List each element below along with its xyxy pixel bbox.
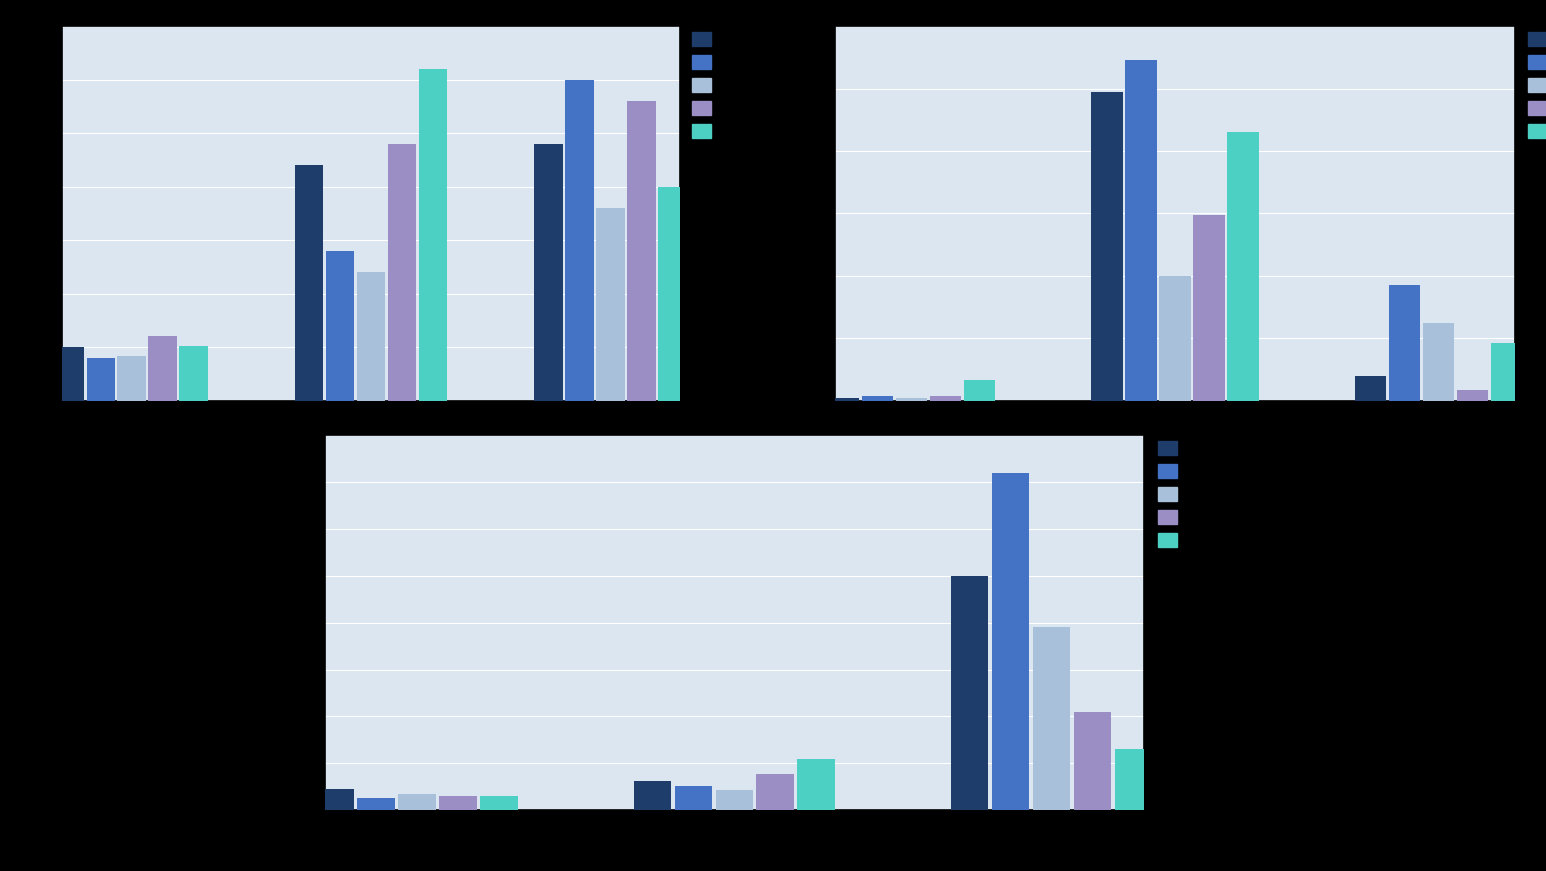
Bar	[965, 381, 996, 401]
Bar	[659, 186, 686, 401]
Bar	[716, 790, 753, 810]
Bar	[1073, 712, 1112, 810]
Bar	[1125, 60, 1156, 401]
Title: Isosuo ojavedet, sähkönjohtavuus: Isosuo ojavedet, sähkönjohtavuus	[212, 3, 530, 22]
Bar	[357, 799, 396, 810]
Bar	[897, 397, 928, 401]
Bar	[56, 348, 83, 401]
Bar	[1388, 285, 1419, 401]
Bar	[863, 396, 894, 401]
Bar	[399, 793, 436, 810]
Bar	[756, 773, 795, 810]
Title: Isosuo ojavedet, kloridi: Isosuo ojavedet, kloridi	[625, 413, 844, 431]
Bar	[317, 789, 354, 810]
Bar	[1194, 215, 1224, 401]
Bar	[951, 576, 988, 810]
Bar	[1033, 627, 1070, 810]
Bar	[634, 781, 671, 810]
Bar	[439, 796, 478, 810]
Bar	[295, 165, 323, 401]
Bar	[1115, 749, 1152, 810]
Legend: 2011, 2012, 2013, 2014, 2015: 2011, 2012, 2013, 2014, 2015	[686, 26, 762, 145]
Bar	[357, 273, 385, 401]
Bar	[326, 251, 354, 401]
Bar	[597, 208, 625, 401]
Bar	[1456, 389, 1487, 401]
Bar	[1354, 375, 1385, 401]
Bar	[674, 786, 713, 810]
Bar	[1228, 132, 1258, 401]
Bar	[419, 69, 447, 401]
Bar	[829, 397, 860, 401]
Bar	[991, 473, 1030, 810]
Bar	[566, 79, 594, 401]
Title: Isosuo ojavedet, ammoniumtyppi: Isosuo ojavedet, ammoniumtyppi	[1019, 3, 1331, 22]
Bar	[1091, 91, 1122, 401]
Bar	[931, 396, 962, 401]
Bar	[179, 346, 207, 401]
Bar	[117, 355, 145, 401]
Bar	[798, 759, 835, 810]
Bar	[87, 358, 114, 401]
Bar	[481, 796, 518, 810]
Legend: 2011, 2012, 2013, 2014, 2015: 2011, 2012, 2013, 2014, 2015	[1152, 436, 1228, 554]
Legend: 2011, 2012, 2013, 2014, 2015: 2011, 2012, 2013, 2014, 2015	[1521, 26, 1546, 145]
Bar	[1160, 276, 1190, 401]
Bar	[535, 144, 563, 401]
Bar	[388, 144, 416, 401]
Bar	[1490, 343, 1521, 401]
Bar	[148, 336, 176, 401]
Bar	[628, 101, 656, 401]
Bar	[1422, 322, 1453, 401]
